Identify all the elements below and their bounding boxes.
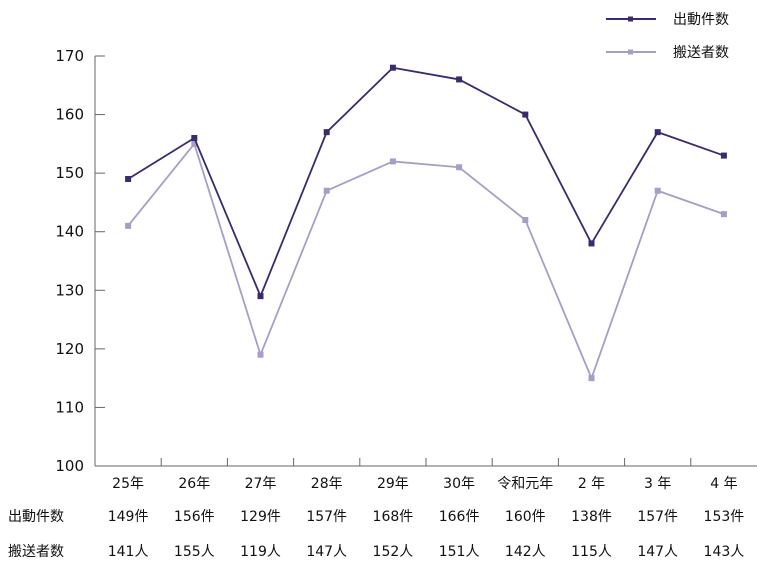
table-row-label-1: 出動件数 <box>8 509 64 525</box>
series-2-point <box>191 140 198 147</box>
x-category-label: 25年 <box>112 476 144 492</box>
x-category-label: 3 年 <box>644 476 671 492</box>
legend-label-series-2: 搬送者数 <box>673 45 729 61</box>
table-cell: 153件 <box>704 509 745 525</box>
table-cell: 147人 <box>306 544 347 560</box>
y-tick-group: 170 160 150 140 130 120 110 100 <box>55 47 105 475</box>
x-tick-group: 25年 26年 27年 28年 29年 30年 令和元年 2 年 3 年 4 年 <box>112 458 738 492</box>
series-1-point <box>456 76 463 83</box>
table-cell: 141人 <box>108 544 149 560</box>
series-1-point <box>191 135 198 141</box>
series-1-point <box>654 129 661 136</box>
table-cell: 119人 <box>240 544 281 560</box>
table-cell: 149件 <box>108 509 149 525</box>
y-tick-label: 110 <box>55 398 84 416</box>
x-category-label: 28年 <box>311 476 343 492</box>
y-tick-label: 150 <box>55 164 84 182</box>
series-1-point <box>323 129 330 136</box>
table-cell: 157件 <box>637 509 678 525</box>
x-category-label: 30年 <box>443 476 475 492</box>
x-category-label: 27年 <box>245 476 277 492</box>
table-cell: 168件 <box>373 509 414 525</box>
legend: 出動件数 搬送者数 <box>606 12 729 61</box>
y-tick-label: 130 <box>55 281 84 299</box>
series-1-point <box>389 64 396 71</box>
series-2-point <box>257 351 264 358</box>
table-cell: 160件 <box>505 509 546 525</box>
y-tick-label: 160 <box>55 106 84 124</box>
series-lines <box>125 64 727 382</box>
table-cell: 166件 <box>439 509 480 525</box>
table-cell: 147人 <box>637 544 678 560</box>
series-1-point <box>125 176 132 182</box>
table-cell: 138件 <box>571 509 612 525</box>
table-cell: 143人 <box>704 544 745 560</box>
y-tick-label: 120 <box>55 340 84 358</box>
series-1-point <box>257 293 264 300</box>
series-1-point <box>588 240 595 247</box>
data-table: 出動件数 149件 156件 129件 157件 168件 166件 160件 138件 157件… <box>8 509 744 560</box>
x-category-label: 4 年 <box>710 476 737 492</box>
legend-marker-series-2 <box>628 49 633 55</box>
y-tick-label: 170 <box>55 47 84 65</box>
y-tick-label: 140 <box>55 223 84 241</box>
table-cell: 115人 <box>571 544 612 560</box>
series-1-point <box>720 152 727 159</box>
legend-label-series-1: 出動件数 <box>673 12 729 28</box>
x-category-label: 2 年 <box>578 476 605 492</box>
series-2-point <box>588 375 595 382</box>
series-line-2 <box>127 142 725 380</box>
table-row-label-2: 搬送者数 <box>8 544 64 560</box>
series-line-1 <box>127 66 725 298</box>
table-cell: 155人 <box>174 544 215 560</box>
series-2-point <box>125 222 132 229</box>
table-cell: 151人 <box>439 544 480 560</box>
table-cell: 152人 <box>373 544 414 560</box>
x-category-label: 令和元年 <box>497 476 553 492</box>
series-2-point <box>323 187 330 194</box>
series-2-point <box>654 187 661 194</box>
series-2-point <box>720 211 727 218</box>
table-cell: 142人 <box>505 544 546 560</box>
series-1-point <box>522 111 529 118</box>
series-2-point <box>389 158 396 165</box>
x-category-label: 29年 <box>377 476 409 492</box>
x-category-label: 26年 <box>178 476 210 492</box>
y-tick-label: 100 <box>55 457 84 475</box>
series-2-point <box>522 217 529 223</box>
table-cell: 129件 <box>240 509 281 525</box>
table-cell: 157件 <box>306 509 347 525</box>
legend-marker-series-1 <box>628 16 633 22</box>
series-2-point <box>456 164 463 171</box>
table-cell: 156件 <box>174 509 215 525</box>
